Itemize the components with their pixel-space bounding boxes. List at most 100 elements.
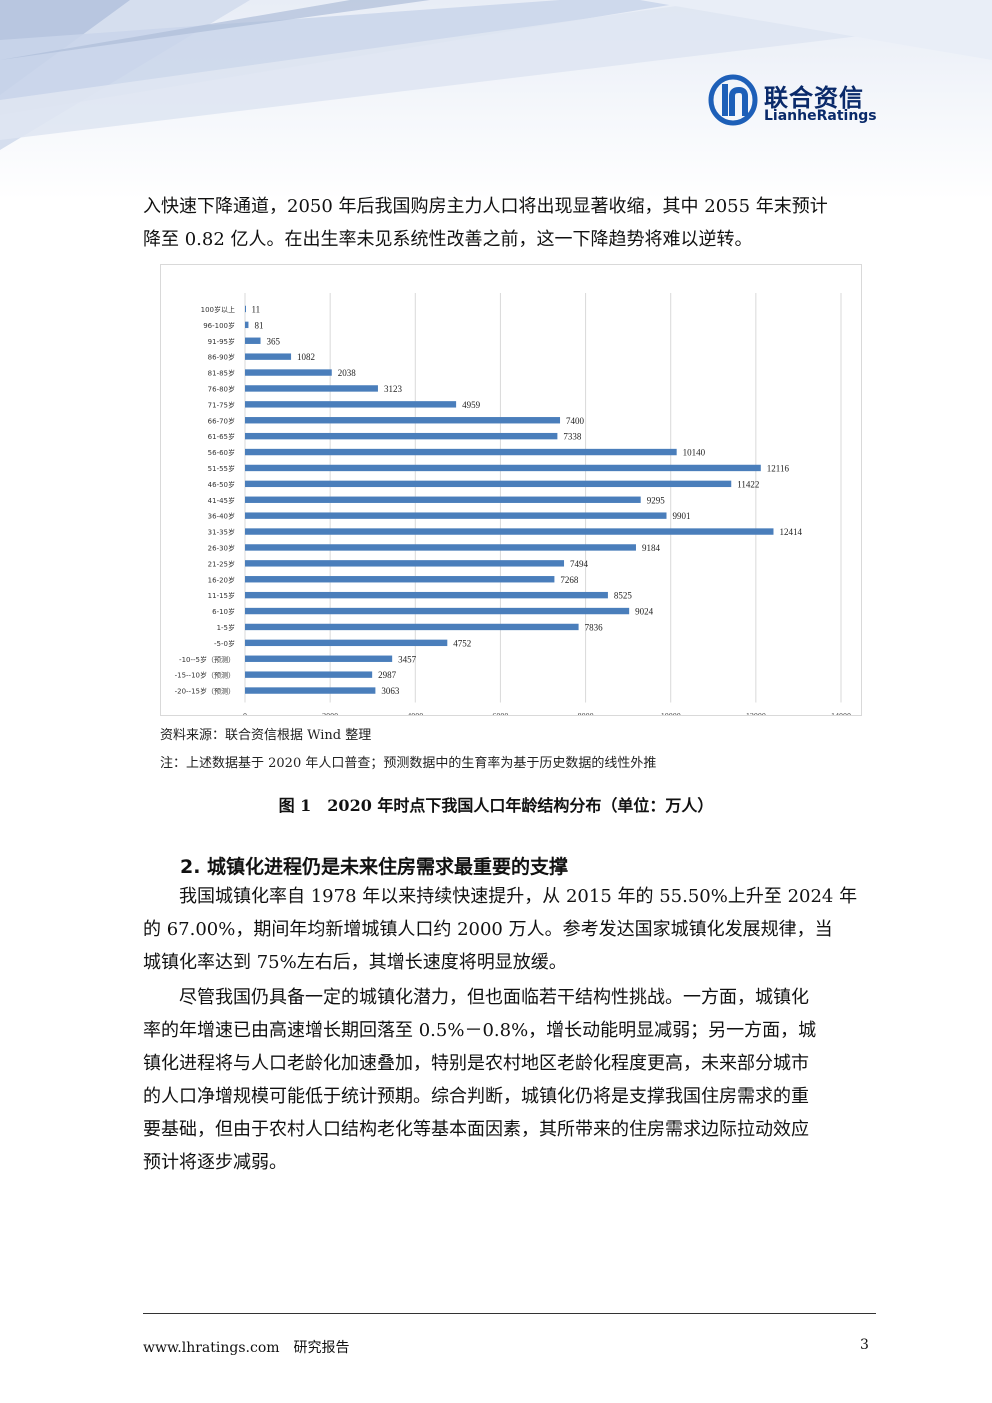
category-label: 36-40岁 (208, 512, 235, 521)
page-number: 3 (860, 1337, 869, 1353)
category-label: 91-95岁 (208, 337, 235, 346)
chart-note: 注：上述数据基于 2020 年人口普查；预测数据中的生育率为基于历史数据的线性外… (160, 756, 657, 771)
section-paragraph-2: 尽管我国仍具备一定的城镇化潜力，但也面临若干结构性挑战。一方面，城镇化 率的年增… (143, 981, 875, 1179)
bar (245, 480, 732, 488)
value-label: 3123 (384, 384, 403, 394)
bar (245, 671, 373, 678)
category-label: 81-85岁 (208, 369, 235, 378)
bar (245, 353, 292, 360)
x-tick-label: 2000 (322, 712, 338, 716)
bar (245, 528, 774, 535)
paragraph-line: 的人口净增规模可能低于统计预期。综合判断，城镇化仍将是支撑我国住房需求的重 (143, 1086, 809, 1107)
x-tick-label: 12000 (746, 712, 766, 716)
bar (245, 639, 448, 647)
bar (245, 512, 667, 519)
bar (245, 401, 457, 408)
section-paragraph-1: 我国城镇化率自 1978 年以来持续快速提升，从 2015 年的 55.50%上… (143, 880, 875, 979)
category-label: 6-10岁 (212, 607, 235, 616)
bar (245, 385, 378, 392)
value-label: 9295 (647, 495, 666, 505)
paragraph-line: 的 67.00%，期间年均新增城镇人口约 2000 万人。参考发达国家城镇化发展… (143, 919, 833, 940)
value-label: 7836 (585, 622, 604, 632)
value-label: 2987 (378, 670, 397, 680)
category-label: 1-5岁 (217, 623, 235, 632)
value-label: 12414 (779, 527, 802, 537)
bar (245, 321, 249, 329)
value-label: 9901 (672, 511, 690, 521)
category-label: -20--15岁（预测） (175, 687, 235, 696)
category-label: 96-100岁 (203, 321, 235, 330)
category-label: 11-15岁 (208, 591, 235, 600)
category-label: 21-25岁 (208, 559, 235, 568)
lianhe-logo-icon (708, 74, 758, 126)
category-label: 31-35岁 (208, 528, 235, 537)
x-tick-label: 0 (243, 712, 247, 716)
x-tick-label: 4000 (407, 712, 423, 716)
footer-info: www.lhratings.com 研究报告 (143, 1337, 350, 1357)
bar (245, 687, 376, 694)
bar (245, 655, 393, 662)
category-label: -15--10岁（预测） (175, 671, 235, 680)
footer-label: 研究报告 (293, 1340, 350, 1356)
paragraph-line: 降至 0.82 亿人。在出生率未见系统性改善之前，这一下降趋势将难以逆转。 (143, 229, 753, 250)
bar (245, 496, 641, 503)
value-label: 12116 (767, 463, 790, 473)
value-label: 9184 (642, 543, 661, 553)
bar (245, 305, 246, 313)
bar (245, 560, 565, 567)
intro-paragraph: 入快速下降通道，2050 年后我国购房主力人口将出现显著收缩，其中 2055 年… (143, 190, 875, 256)
paragraph-line: 尽管我国仍具备一定的城镇化潜力，但也面临若干结构性挑战。一方面，城镇化 (179, 987, 809, 1008)
value-label: 9024 (635, 607, 654, 617)
category-label: -10--5岁（预测） (179, 655, 235, 664)
bar (245, 337, 261, 344)
bar (245, 369, 332, 376)
paragraph-line: 要基础，但由于农村人口结构老化等基本面因素，其所带来的住房需求边际拉动效应 (143, 1119, 809, 1140)
section-heading: 2. 城镇化进程仍是未来住房需求最重要的支撑 (180, 856, 569, 878)
value-label: 7494 (570, 559, 589, 569)
value-label: 2038 (338, 368, 357, 378)
value-label: 7338 (563, 432, 582, 442)
category-label: 100岁以上 (201, 305, 235, 314)
category-label: -5-0岁 (214, 639, 235, 648)
category-label: 61-65岁 (208, 432, 235, 441)
category-label: 86-90岁 (208, 353, 235, 362)
bar (245, 607, 630, 615)
value-label: 81 (254, 320, 263, 330)
value-label: 4959 (462, 400, 481, 410)
x-tick-label: 6000 (492, 712, 508, 716)
bar (245, 417, 561, 424)
paragraph-line: 入快速下降通道，2050 年后我国购房主力人口将出现显著收缩，其中 2055 年… (143, 196, 828, 217)
category-label: 41-45岁 (208, 496, 235, 505)
company-logo: 联合资信 LianheRatings (708, 74, 888, 130)
value-label: 3457 (398, 654, 417, 664)
value-label: 10140 (683, 448, 706, 458)
category-label: 66-70岁 (208, 416, 235, 425)
value-label: 8525 (614, 591, 633, 601)
category-label: 51-55岁 (208, 464, 235, 473)
x-tick-label: 8000 (578, 712, 594, 716)
value-label: 4752 (453, 638, 471, 648)
category-label: 71-75岁 (208, 400, 235, 409)
value-label: 1082 (297, 352, 315, 362)
value-label: 7400 (566, 416, 585, 426)
bar (245, 544, 636, 551)
chart-source: 资料来源：联合资信根据 Wind 整理 (160, 728, 372, 743)
value-label: 3063 (381, 686, 400, 696)
value-label: 11422 (737, 479, 759, 489)
category-label: 56-60岁 (208, 448, 235, 457)
bar (245, 464, 761, 472)
category-label: 76-80岁 (208, 384, 235, 393)
category-label: 46-50岁 (208, 480, 235, 489)
paragraph-line: 我国城镇化率自 1978 年以来持续快速提升，从 2015 年的 55.50%上… (179, 886, 858, 907)
footer-website: www.lhratings.com (143, 1340, 280, 1356)
footer-divider (143, 1313, 876, 1314)
paragraph-line: 预计将逐步减弱。 (143, 1152, 287, 1173)
paragraph-line: 率的年增速已由高速增长期回落至 0.5%－0.8%，增长动能明显减弱；另一方面，… (143, 1020, 817, 1041)
bar (245, 576, 555, 583)
bar-chart-svg: 0 2000 4000 6000 8000 10000 12000 14000 100岁以上 11… (175, 293, 851, 716)
value-label: 11 (251, 304, 260, 314)
paragraph-line: 镇化进程将与人口老龄化加速叠加，特别是农村地区老龄化程度更高，未来部分城市 (143, 1053, 809, 1074)
bar (245, 591, 608, 599)
logo-chinese-name: 联合资信 (764, 84, 864, 112)
figure-caption: 图 1 2020 年时点下我国人口年龄结构分布（单位：万人） (278, 796, 714, 815)
